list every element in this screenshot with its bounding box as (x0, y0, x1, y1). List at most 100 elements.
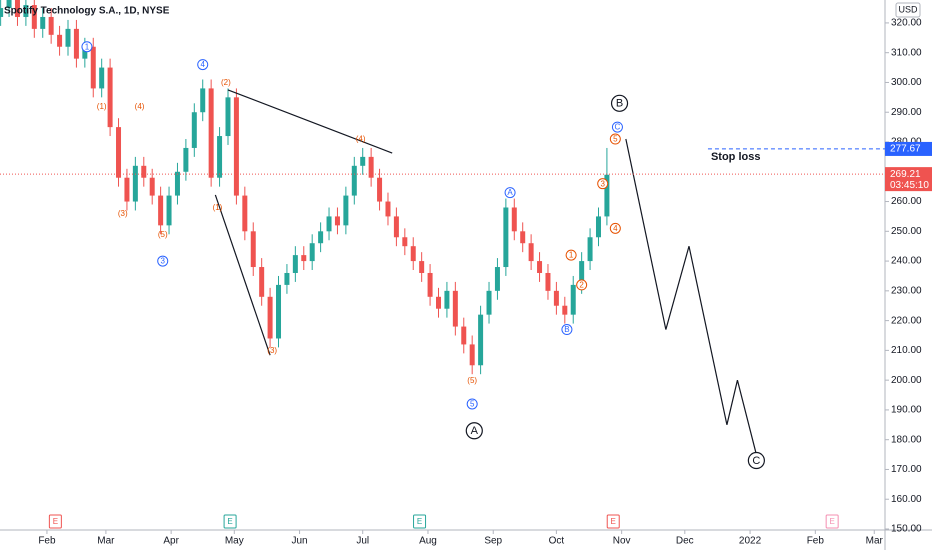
earnings-label: E (417, 517, 422, 526)
earnings-label: E (611, 517, 616, 526)
wave-label: (1) (97, 102, 107, 111)
x-tick-label: May (225, 536, 244, 547)
candle-body (149, 177, 155, 196)
candle-body (158, 195, 164, 226)
candle-body (57, 34, 63, 47)
wave-label: (4) (135, 102, 145, 111)
candle-body (503, 207, 509, 268)
candle-body (318, 231, 324, 244)
wave-label: C (752, 455, 760, 467)
candle-body (494, 267, 500, 291)
wave-label: 3 (600, 179, 605, 188)
candle-body (73, 28, 79, 59)
candle-body (452, 290, 458, 327)
candle-body (511, 207, 517, 232)
wave-label: 4 (613, 224, 618, 233)
y-tick-label: 150.00 (891, 524, 922, 535)
candle-body (537, 261, 543, 273)
candle-body (444, 290, 450, 309)
x-tick-label: Mar (97, 536, 115, 547)
earnings-label: E (227, 517, 232, 526)
earnings-marker (48, 514, 62, 529)
wave-circle (465, 422, 483, 440)
wave-label: 2 (579, 281, 584, 290)
y-tick-label: 240.00 (891, 256, 922, 267)
candle-body (436, 296, 442, 309)
candle-body (284, 272, 290, 285)
trend-line (625, 138, 757, 455)
candle-body (604, 174, 610, 217)
candle-body (528, 243, 534, 262)
candle-body (377, 177, 383, 202)
candle-body (191, 112, 197, 148)
wave-circle (609, 133, 621, 145)
wave-label: (2) (221, 78, 231, 87)
trend-line (214, 194, 271, 356)
candle-body (410, 246, 416, 262)
currency-box (895, 2, 921, 18)
earnings-marker (606, 514, 620, 529)
wave-circle (466, 398, 478, 410)
x-tick-label: Aug (419, 536, 437, 547)
earnings-marker (413, 514, 427, 529)
x-tick-label: Jun (291, 536, 307, 547)
wave-label: (3) (118, 209, 128, 218)
candle-body (6, 0, 12, 9)
candle-body (419, 261, 425, 273)
y-tick-label: 210.00 (891, 345, 922, 356)
wave-label: 4 (200, 60, 205, 69)
y-tick-label: 180.00 (891, 434, 922, 445)
x-tick-label: Mar (866, 536, 884, 547)
x-tick-label: Apr (163, 536, 179, 547)
wave-label: B (616, 98, 623, 110)
wave-label: 1 (85, 42, 90, 51)
earnings-label: E (829, 517, 834, 526)
wave-circle (609, 222, 621, 234)
candle-body (402, 237, 408, 247)
candle-body (107, 67, 113, 128)
wave-label: 3 (161, 257, 166, 266)
earnings-marker (223, 514, 237, 529)
candle-body (469, 344, 475, 366)
candle-body (14, 0, 20, 17)
countdown: 03:45:10 (890, 180, 929, 191)
candle-body (553, 290, 559, 306)
candle-body (520, 231, 526, 244)
y-tick-label: 200.00 (891, 375, 922, 386)
x-tick-label: Sep (484, 536, 502, 547)
wave-circle (597, 178, 609, 190)
candle-body (351, 165, 357, 196)
candle-body (461, 326, 467, 345)
candle-body (183, 147, 189, 172)
wave-label: A (507, 188, 513, 197)
y-tick-label: 190.00 (891, 405, 922, 416)
y-tick-label: 320.00 (891, 18, 922, 29)
wave-label: (4) (356, 135, 366, 144)
candle-body (23, 5, 29, 17)
candle-body (267, 296, 273, 339)
candle-body (174, 171, 180, 196)
candle-body (141, 165, 147, 178)
candle-body (393, 216, 399, 238)
stop-loss-tag (885, 141, 932, 156)
candle-body (309, 243, 315, 262)
candle-body (48, 16, 54, 35)
candle-body (486, 290, 492, 315)
x-tick-label: Feb (38, 536, 56, 547)
candle-body (65, 28, 71, 47)
candle-body (82, 46, 88, 59)
wave-circle (157, 255, 169, 267)
wave-circle (81, 41, 93, 53)
candle-body (200, 88, 206, 113)
y-tick-label: 300.00 (891, 77, 922, 88)
candle-body (124, 177, 130, 202)
wave-circle (504, 187, 516, 199)
candle-body (595, 216, 601, 238)
candle-body (326, 216, 332, 232)
y-tick-label: 260.00 (891, 196, 922, 207)
y-tick-label: 170.00 (891, 464, 922, 475)
candle-body (545, 272, 551, 291)
wave-circle (611, 121, 623, 133)
candle-body (233, 97, 239, 196)
